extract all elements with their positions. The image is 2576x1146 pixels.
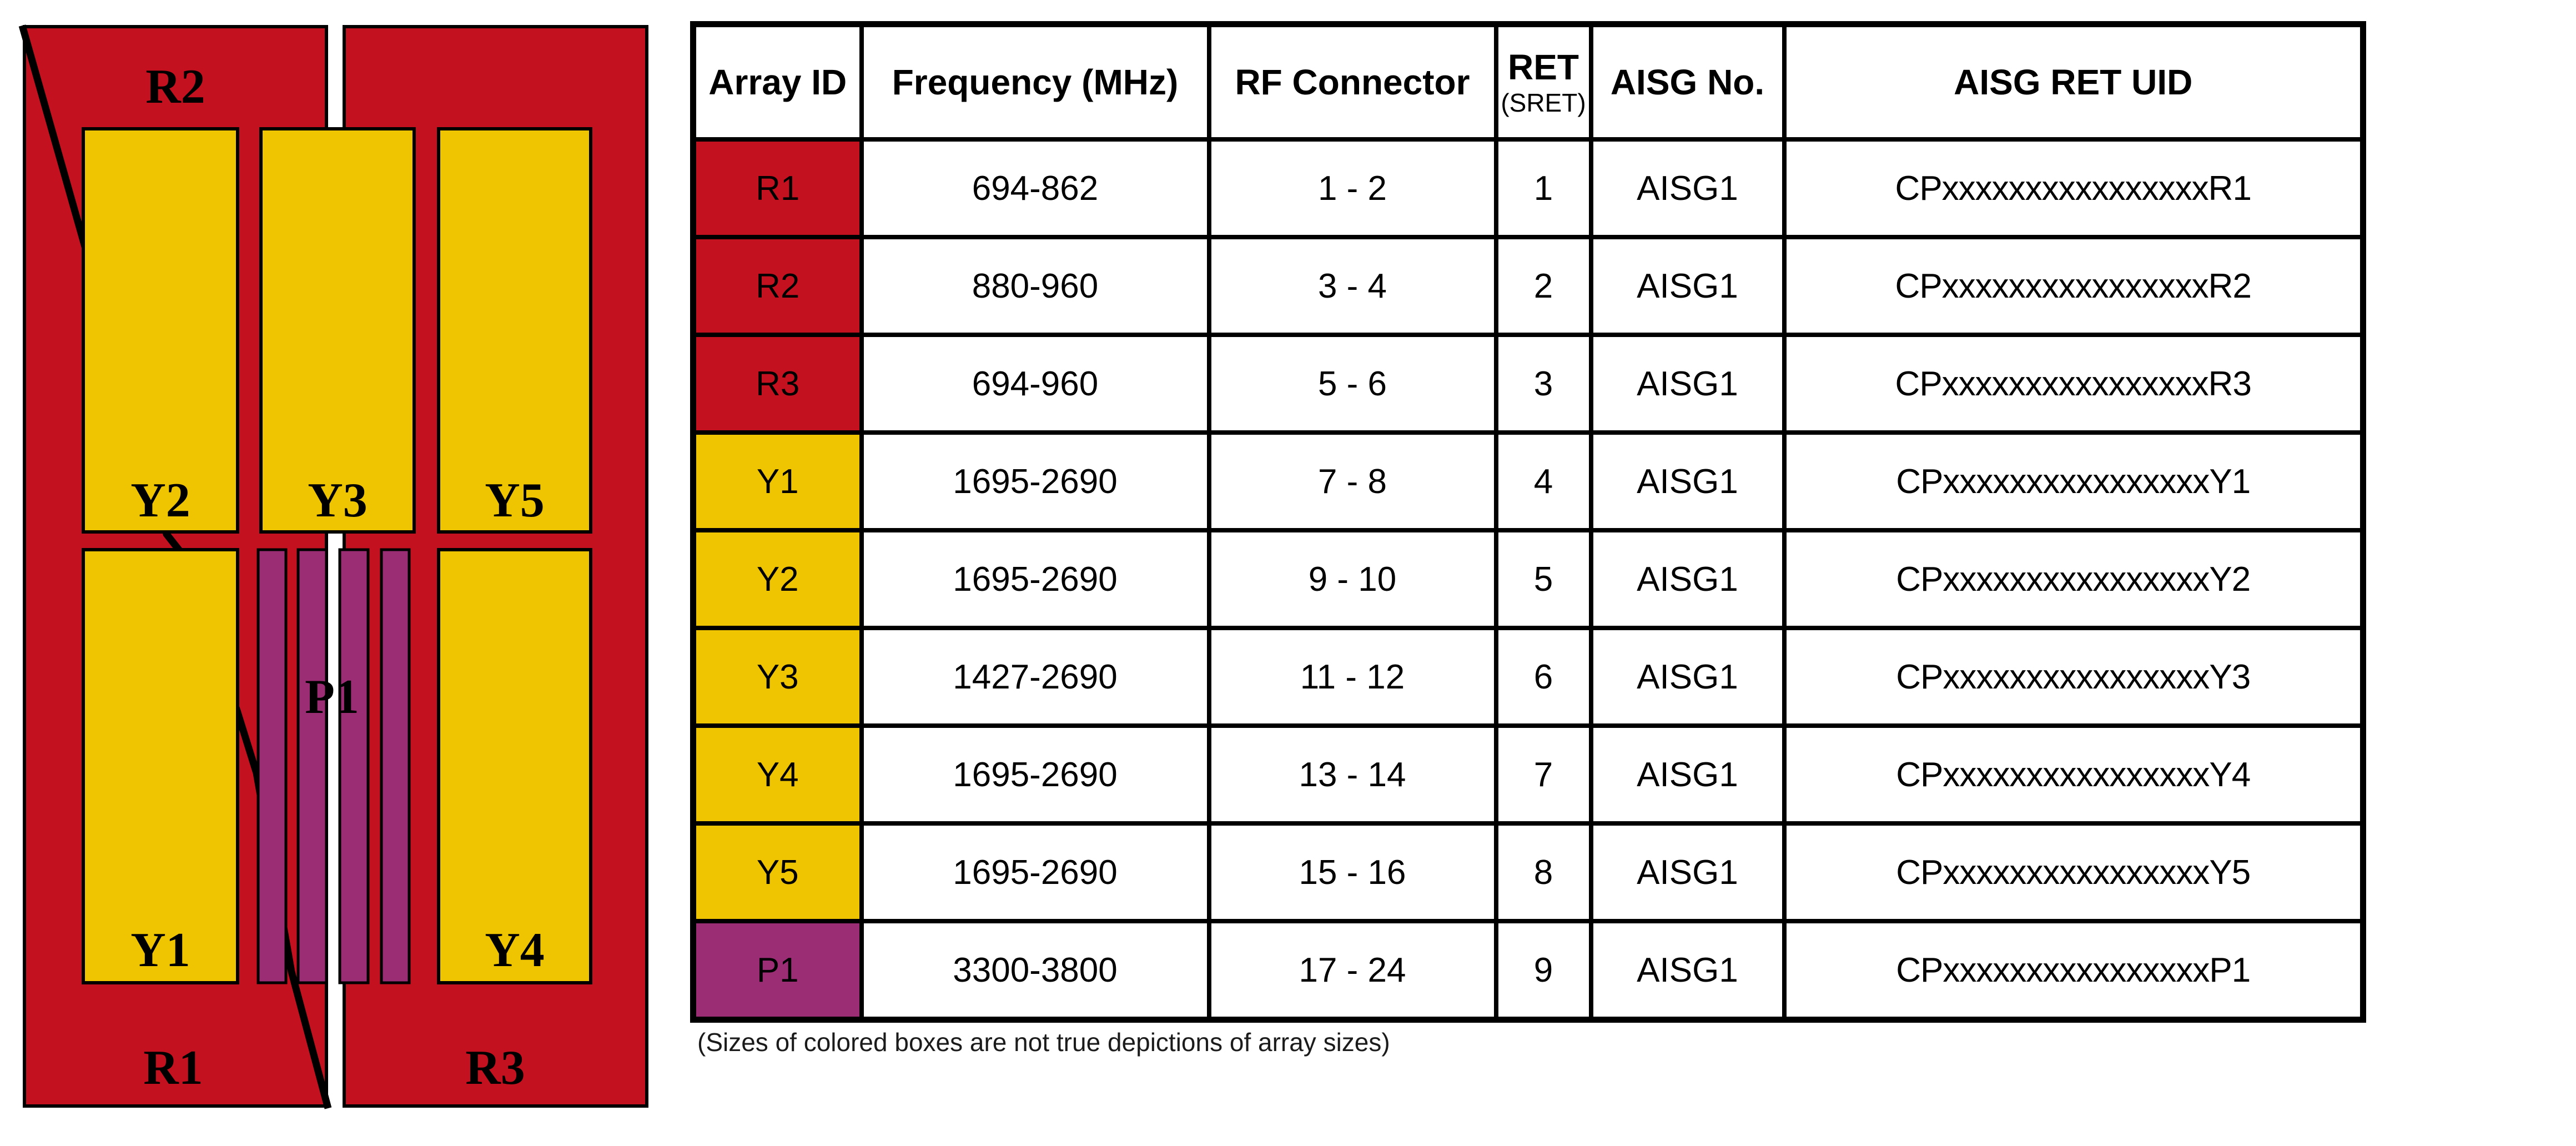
label-y4: Y4 [485, 923, 545, 977]
cell-aisg-ret-uid: CPxxxxxxxxxxxxxxxxP1 [1782, 919, 2366, 1022]
cell-frequency: 880-960 [859, 235, 1211, 337]
cell-array-id: R3 [691, 333, 864, 435]
cell-aisg-no: AISG1 [1588, 137, 1787, 239]
array-box-y4 [437, 548, 592, 984]
cell-rf-connector: 15 - 16 [1206, 821, 1498, 923]
table-row: R2 880-960 3 - 4 2 AISG1 CPxxxxxxxxxxxxx… [691, 235, 2366, 337]
cell-array-id: R2 [691, 235, 864, 337]
cell-array-id: Y3 [691, 626, 864, 728]
cell-rf-connector: 13 - 14 [1206, 723, 1498, 826]
cell-frequency: 1695-2690 [859, 821, 1211, 923]
cell-rf-connector: 5 - 6 [1206, 333, 1498, 435]
header-ret-sub: (SRET) [1501, 88, 1586, 117]
cell-ret: 5 [1493, 528, 1593, 630]
cell-array-id: Y4 [691, 723, 864, 826]
cell-frequency: 694-960 [859, 333, 1211, 435]
cell-frequency: 694-862 [859, 137, 1211, 239]
array-strip-p1-3 [338, 548, 370, 984]
cell-array-id: Y2 [691, 528, 864, 630]
rf-config-table: Array ID Frequency (MHz) RF Connector RE… [690, 21, 2366, 1023]
cell-aisg-ret-uid: CPxxxxxxxxxxxxxxxxR3 [1782, 333, 2366, 435]
table-row: Y3 1427-2690 11 - 12 6 AISG1 CPxxxxxxxxx… [691, 626, 2366, 728]
cell-ret: 6 [1493, 626, 1593, 728]
cell-aisg-no: AISG1 [1588, 430, 1787, 532]
cell-aisg-ret-uid: CPxxxxxxxxxxxxxxxxY1 [1782, 430, 2366, 532]
label-y1: Y1 [130, 923, 190, 977]
cell-ret: 4 [1493, 430, 1593, 532]
cell-rf-connector: 3 - 4 [1206, 235, 1498, 337]
header-ret: RET (SRET) [1493, 22, 1593, 142]
cell-ret: 1 [1493, 137, 1593, 239]
label-y2: Y2 [130, 474, 190, 527]
cell-frequency: 1695-2690 [859, 528, 1211, 630]
table-row: P1 3300-3800 17 - 24 9 AISG1 CPxxxxxxxxx… [691, 919, 2366, 1022]
header-frequency: Frequency (MHz) [859, 22, 1211, 142]
array-strip-p1-1 [256, 548, 288, 984]
antenna-array-diagram: R2 Y2 Y3 Y5 P1 Y1 Y4 R1 R3 [17, 22, 655, 1116]
cell-aisg-no: AISG1 [1588, 528, 1787, 630]
table-row: Y5 1695-2690 15 - 16 8 AISG1 CPxxxxxxxxx… [691, 821, 2366, 923]
table-row: Y4 1695-2690 13 - 14 7 AISG1 CPxxxxxxxxx… [691, 723, 2366, 826]
table-row: Y2 1695-2690 9 - 10 5 AISG1 CPxxxxxxxxxx… [691, 528, 2366, 630]
cell-aisg-ret-uid: CPxxxxxxxxxxxxxxxxY4 [1782, 723, 2366, 826]
cell-ret: 2 [1493, 235, 1593, 337]
table-header-row: Array ID Frequency (MHz) RF Connector RE… [691, 22, 2366, 142]
array-strip-p1-4 [380, 548, 411, 984]
cell-rf-connector: 1 - 2 [1206, 137, 1498, 239]
cell-frequency: 1427-2690 [859, 626, 1211, 728]
table-row: R1 694-862 1 - 2 1 AISG1 CPxxxxxxxxxxxxx… [691, 137, 2366, 239]
header-array-id: Array ID [691, 22, 864, 142]
cell-array-id: P1 [691, 919, 864, 1022]
label-r1: R1 [143, 1041, 203, 1095]
cell-aisg-no: AISG1 [1588, 333, 1787, 435]
header-aisg-ret-uid: AISG RET UID [1782, 22, 2366, 142]
cell-rf-connector: 9 - 10 [1206, 528, 1498, 630]
array-strip-p1-2 [296, 548, 328, 984]
cell-aisg-ret-uid: CPxxxxxxxxxxxxxxxxR2 [1782, 235, 2366, 337]
header-ret-main: RET [1508, 47, 1579, 87]
cell-aisg-ret-uid: CPxxxxxxxxxxxxxxxxY3 [1782, 626, 2366, 728]
table-row: R3 694-960 5 - 6 3 AISG1 CPxxxxxxxxxxxxx… [691, 333, 2366, 435]
cell-aisg-no: AISG1 [1588, 723, 1787, 826]
cell-ret: 8 [1493, 821, 1593, 923]
cell-ret: 9 [1493, 919, 1593, 1022]
table-row: Y1 1695-2690 7 - 8 4 AISG1 CPxxxxxxxxxxx… [691, 430, 2366, 532]
label-r2: R2 [145, 60, 205, 114]
label-r3: R3 [465, 1041, 525, 1095]
header-aisg-no: AISG No. [1588, 22, 1787, 142]
footnote: (Sizes of colored boxes are not true dep… [697, 1028, 1390, 1057]
cell-rf-connector: 11 - 12 [1206, 626, 1498, 728]
cell-aisg-no: AISG1 [1588, 235, 1787, 337]
header-rf-connector: RF Connector [1206, 22, 1498, 142]
cell-frequency: 1695-2690 [859, 430, 1211, 532]
cell-array-id: Y1 [691, 430, 864, 532]
array-box-y2 [82, 127, 239, 534]
cell-aisg-no: AISG1 [1588, 821, 1787, 923]
cell-ret: 7 [1493, 723, 1593, 826]
array-box-y5 [437, 127, 592, 534]
cell-rf-connector: 17 - 24 [1206, 919, 1498, 1022]
label-y5: Y5 [485, 474, 545, 527]
cell-aisg-no: AISG1 [1588, 626, 1787, 728]
cell-aisg-no: AISG1 [1588, 919, 1787, 1022]
cell-ret: 3 [1493, 333, 1593, 435]
cell-array-id: R1 [691, 137, 864, 239]
label-y3: Y3 [308, 474, 368, 527]
cell-frequency: 3300-3800 [859, 919, 1211, 1022]
cell-array-id: Y5 [691, 821, 864, 923]
cell-aisg-ret-uid: CPxxxxxxxxxxxxxxxxY2 [1782, 528, 2366, 630]
cell-aisg-ret-uid: CPxxxxxxxxxxxxxxxxY5 [1782, 821, 2366, 923]
cell-rf-connector: 7 - 8 [1206, 430, 1498, 532]
array-box-y1 [82, 548, 239, 984]
cell-aisg-ret-uid: CPxxxxxxxxxxxxxxxxR1 [1782, 137, 2366, 239]
label-p1: P1 [305, 670, 359, 724]
array-box-y3 [259, 127, 416, 534]
cell-frequency: 1695-2690 [859, 723, 1211, 826]
